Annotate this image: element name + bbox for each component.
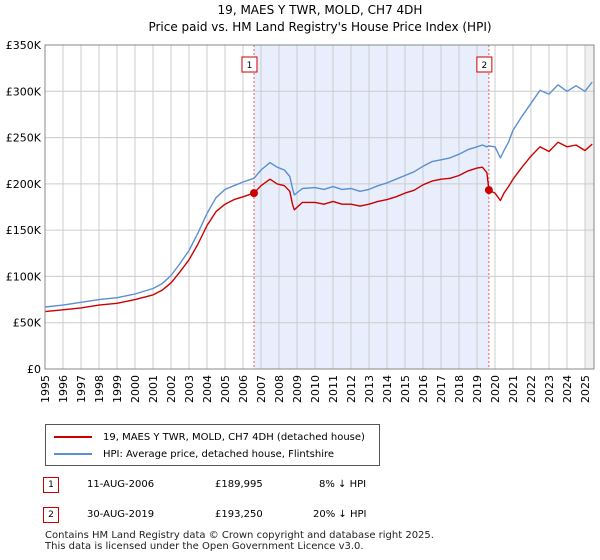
hpi-series-line xyxy=(44,81,593,308)
y-tick-label: £0 xyxy=(27,363,41,376)
x-tick-label: 2025 xyxy=(579,375,592,403)
sale-row-1: 1 11-AUG-2006 £189,995 8% ↓ HPI xyxy=(43,477,563,495)
sale-date-2: 30-AUG-2019 xyxy=(87,509,155,520)
y-tick-label: £300K xyxy=(6,85,42,98)
legend-label-property: 19, MAES Y TWR, MOLD, CH7 4DH (detached … xyxy=(103,431,365,443)
y-tick-label: £50K xyxy=(13,317,42,330)
sale-annotation-label: 2 xyxy=(482,61,488,71)
x-tick-label: 2015 xyxy=(399,375,412,403)
sale-badge-2: 2 xyxy=(43,507,59,523)
sale-point xyxy=(249,189,258,198)
x-tick-label: 2004 xyxy=(201,375,214,403)
legend-item-hpi: HPI: Average price, detached house, Flin… xyxy=(54,446,334,462)
footer: Contains HM Land Registry data © Crown c… xyxy=(45,530,434,552)
sale-row-2: 2 30-AUG-2019 £193,250 20% ↓ HPI xyxy=(43,507,563,525)
y-tick-label: £150K xyxy=(6,224,42,237)
x-tick-label: 2020 xyxy=(489,375,502,403)
sale-delta-2: 20% ↓ HPI xyxy=(313,509,367,520)
price-chart: 19, MAES Y TWR, MOLD, CH7 4DH Price paid… xyxy=(6,3,595,403)
chart-subtitle: Price paid vs. HM Land Registry's House … xyxy=(148,20,491,34)
sale-price-1: £189,995 xyxy=(215,479,263,490)
x-tick-label: 1997 xyxy=(75,375,88,403)
property-series-line xyxy=(44,141,593,313)
x-tick-label: 2011 xyxy=(327,375,340,403)
sale-badge-1: 1 xyxy=(43,477,59,493)
x-tick-label: 2019 xyxy=(471,375,484,403)
sale-annotation-box xyxy=(476,56,493,73)
x-tick-label: 2006 xyxy=(237,375,250,403)
x-tick-label: 2001 xyxy=(147,375,160,403)
x-tick-label: 2000 xyxy=(129,375,142,403)
x-tick-label: 2022 xyxy=(525,375,538,403)
chart-title: 19, MAES Y TWR, MOLD, CH7 4DH xyxy=(218,3,423,17)
x-tick-label: 2008 xyxy=(273,375,286,403)
x-tick-label: 2021 xyxy=(507,375,520,403)
y-tick-label: £250K xyxy=(6,132,42,145)
sale-annotation-box xyxy=(241,56,258,73)
sale-annotation-label: 1 xyxy=(247,61,253,71)
x-tick-label: 2017 xyxy=(435,375,448,403)
sale-date-1: 11-AUG-2006 xyxy=(87,479,155,490)
x-tick-label: 2002 xyxy=(165,375,178,403)
legend-item-property: 19, MAES Y TWR, MOLD, CH7 4DH (detached … xyxy=(54,429,365,445)
sale-point xyxy=(484,186,493,195)
x-tick-label: 2003 xyxy=(183,375,196,403)
ownership-shade xyxy=(253,45,489,369)
forecast-region xyxy=(585,45,594,369)
x-tick-label: 2018 xyxy=(453,375,466,403)
x-tick-label: 2010 xyxy=(309,375,322,403)
legend-swatch-hpi xyxy=(54,453,92,455)
y-tick-label: £200K xyxy=(6,178,42,191)
x-tick-label: 1995 xyxy=(39,375,52,403)
x-tick-label: 1999 xyxy=(111,375,124,403)
x-tick-label: 1998 xyxy=(93,375,106,403)
x-tick-label: 2009 xyxy=(291,375,304,403)
footer-licence: This data is licensed under the Open Gov… xyxy=(45,541,364,552)
footer-copyright: Contains HM Land Registry data © Crown c… xyxy=(45,530,434,541)
x-tick-label: 2023 xyxy=(543,375,556,403)
sale-price-2: £193,250 xyxy=(215,509,263,520)
plot-frame xyxy=(44,44,595,370)
x-tick-label: 2013 xyxy=(363,375,376,403)
y-tick-label: £350K xyxy=(6,39,42,52)
legend-label-hpi: HPI: Average price, detached house, Flin… xyxy=(103,448,335,460)
x-tick-label: 1996 xyxy=(57,375,70,403)
chart-legend: 19, MAES Y TWR, MOLD, CH7 4DH (detached … xyxy=(45,424,380,466)
x-tick-label: 2014 xyxy=(381,375,394,403)
x-tick-label: 2012 xyxy=(345,375,358,403)
legend-swatch-property xyxy=(54,436,92,438)
x-tick-label: 2016 xyxy=(417,375,430,403)
y-tick-label: £100K xyxy=(6,270,42,283)
x-tick-label: 2005 xyxy=(219,375,232,403)
sale-delta-1: 8% ↓ HPI xyxy=(319,479,367,490)
x-tick-label: 2007 xyxy=(255,375,268,403)
x-tick-label: 2024 xyxy=(561,375,574,403)
